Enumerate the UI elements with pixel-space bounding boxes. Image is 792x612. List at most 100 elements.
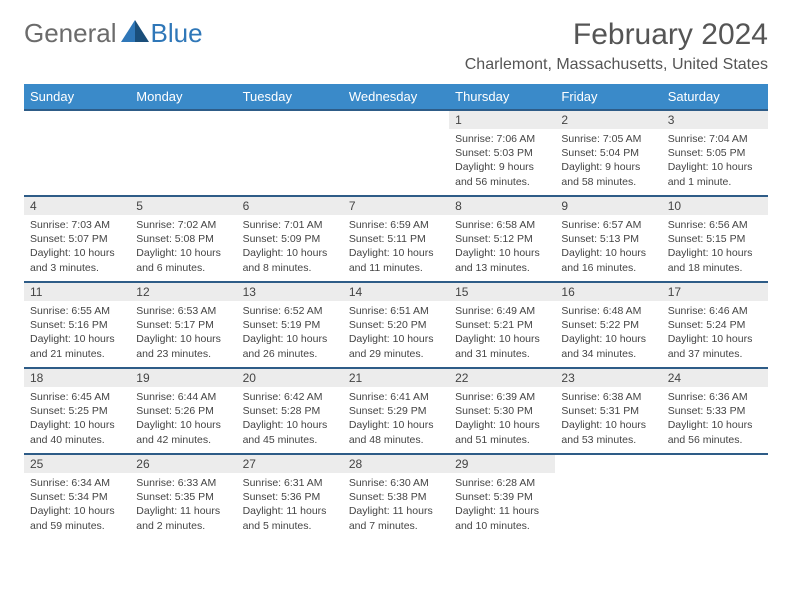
weekday-header-row: Sunday Monday Tuesday Wednesday Thursday…	[24, 84, 768, 110]
day-details: Sunrise: 6:58 AMSunset: 5:12 PMDaylight:…	[449, 215, 555, 278]
day-number: 21	[343, 369, 449, 387]
sunset-text: Sunset: 5:28 PM	[243, 404, 337, 418]
sunrise-text: Sunrise: 6:51 AM	[349, 304, 443, 318]
daylight-text: Daylight: 10 hours and 56 minutes.	[668, 418, 762, 446]
sunset-text: Sunset: 5:08 PM	[136, 232, 230, 246]
sunrise-text: Sunrise: 6:33 AM	[136, 476, 230, 490]
calendar-day-cell: 17Sunrise: 6:46 AMSunset: 5:24 PMDayligh…	[662, 282, 768, 368]
sunrise-text: Sunrise: 6:49 AM	[455, 304, 549, 318]
logo: General Blue	[24, 18, 203, 49]
sunrise-text: Sunrise: 6:44 AM	[136, 390, 230, 404]
calendar-day-cell	[662, 454, 768, 540]
day-details: Sunrise: 7:05 AMSunset: 5:04 PMDaylight:…	[555, 129, 661, 192]
day-details: Sunrise: 6:55 AMSunset: 5:16 PMDaylight:…	[24, 301, 130, 364]
weekday-header: Sunday	[24, 84, 130, 110]
calendar-day-cell: 27Sunrise: 6:31 AMSunset: 5:36 PMDayligh…	[237, 454, 343, 540]
day-details: Sunrise: 7:01 AMSunset: 5:09 PMDaylight:…	[237, 215, 343, 278]
day-details: Sunrise: 6:56 AMSunset: 5:15 PMDaylight:…	[662, 215, 768, 278]
calendar-day-cell: 26Sunrise: 6:33 AMSunset: 5:35 PMDayligh…	[130, 454, 236, 540]
sunrise-text: Sunrise: 6:41 AM	[349, 390, 443, 404]
day-details: Sunrise: 6:30 AMSunset: 5:38 PMDaylight:…	[343, 473, 449, 536]
day-details: Sunrise: 6:45 AMSunset: 5:25 PMDaylight:…	[24, 387, 130, 450]
day-details: Sunrise: 6:52 AMSunset: 5:19 PMDaylight:…	[237, 301, 343, 364]
sunrise-text: Sunrise: 6:45 AM	[30, 390, 124, 404]
sunset-text: Sunset: 5:05 PM	[668, 146, 762, 160]
day-number: 15	[449, 283, 555, 301]
day-details: Sunrise: 7:04 AMSunset: 5:05 PMDaylight:…	[662, 129, 768, 192]
daylight-text: Daylight: 10 hours and 48 minutes.	[349, 418, 443, 446]
weekday-header: Friday	[555, 84, 661, 110]
daylight-text: Daylight: 11 hours and 2 minutes.	[136, 504, 230, 532]
calendar-day-cell	[237, 110, 343, 196]
daylight-text: Daylight: 10 hours and 45 minutes.	[243, 418, 337, 446]
sunset-text: Sunset: 5:30 PM	[455, 404, 549, 418]
calendar-day-cell: 20Sunrise: 6:42 AMSunset: 5:28 PMDayligh…	[237, 368, 343, 454]
sunrise-text: Sunrise: 6:59 AM	[349, 218, 443, 232]
sunrise-text: Sunrise: 6:46 AM	[668, 304, 762, 318]
sunset-text: Sunset: 5:29 PM	[349, 404, 443, 418]
day-number: 12	[130, 283, 236, 301]
day-number: 3	[662, 111, 768, 129]
daylight-text: Daylight: 10 hours and 26 minutes.	[243, 332, 337, 360]
day-number: 17	[662, 283, 768, 301]
daylight-text: Daylight: 10 hours and 6 minutes.	[136, 246, 230, 274]
weekday-header: Tuesday	[237, 84, 343, 110]
day-details: Sunrise: 6:28 AMSunset: 5:39 PMDaylight:…	[449, 473, 555, 536]
daylight-text: Daylight: 10 hours and 1 minute.	[668, 160, 762, 188]
day-number: 7	[343, 197, 449, 215]
day-number: 11	[24, 283, 130, 301]
sunrise-text: Sunrise: 7:06 AM	[455, 132, 549, 146]
weekday-header: Wednesday	[343, 84, 449, 110]
sunset-text: Sunset: 5:11 PM	[349, 232, 443, 246]
weekday-header: Saturday	[662, 84, 768, 110]
day-number: 4	[24, 197, 130, 215]
sunset-text: Sunset: 5:22 PM	[561, 318, 655, 332]
day-number: 29	[449, 455, 555, 473]
calendar-week-row: 18Sunrise: 6:45 AMSunset: 5:25 PMDayligh…	[24, 368, 768, 454]
daylight-text: Daylight: 10 hours and 59 minutes.	[30, 504, 124, 532]
daylight-text: Daylight: 10 hours and 34 minutes.	[561, 332, 655, 360]
daylight-text: Daylight: 11 hours and 7 minutes.	[349, 504, 443, 532]
calendar-day-cell: 25Sunrise: 6:34 AMSunset: 5:34 PMDayligh…	[24, 454, 130, 540]
sunset-text: Sunset: 5:09 PM	[243, 232, 337, 246]
day-number: 16	[555, 283, 661, 301]
sunrise-text: Sunrise: 6:52 AM	[243, 304, 337, 318]
day-details: Sunrise: 6:36 AMSunset: 5:33 PMDaylight:…	[662, 387, 768, 450]
daylight-text: Daylight: 11 hours and 10 minutes.	[455, 504, 549, 532]
calendar-day-cell	[343, 110, 449, 196]
day-number: 27	[237, 455, 343, 473]
calendar-day-cell: 16Sunrise: 6:48 AMSunset: 5:22 PMDayligh…	[555, 282, 661, 368]
sunset-text: Sunset: 5:15 PM	[668, 232, 762, 246]
sunrise-text: Sunrise: 7:02 AM	[136, 218, 230, 232]
sunrise-text: Sunrise: 6:36 AM	[668, 390, 762, 404]
sunrise-text: Sunrise: 6:38 AM	[561, 390, 655, 404]
calendar-day-cell: 2Sunrise: 7:05 AMSunset: 5:04 PMDaylight…	[555, 110, 661, 196]
calendar-day-cell: 15Sunrise: 6:49 AMSunset: 5:21 PMDayligh…	[449, 282, 555, 368]
sunrise-text: Sunrise: 7:05 AM	[561, 132, 655, 146]
day-details: Sunrise: 6:41 AMSunset: 5:29 PMDaylight:…	[343, 387, 449, 450]
calendar-day-cell: 1Sunrise: 7:06 AMSunset: 5:03 PMDaylight…	[449, 110, 555, 196]
sunrise-text: Sunrise: 6:34 AM	[30, 476, 124, 490]
logo-text-blue: Blue	[151, 18, 203, 49]
month-title: February 2024	[465, 18, 768, 52]
sunrise-text: Sunrise: 6:28 AM	[455, 476, 549, 490]
calendar-day-cell: 12Sunrise: 6:53 AMSunset: 5:17 PMDayligh…	[130, 282, 236, 368]
day-number: 8	[449, 197, 555, 215]
day-details: Sunrise: 6:46 AMSunset: 5:24 PMDaylight:…	[662, 301, 768, 364]
calendar-day-cell: 7Sunrise: 6:59 AMSunset: 5:11 PMDaylight…	[343, 196, 449, 282]
sunset-text: Sunset: 5:21 PM	[455, 318, 549, 332]
calendar-day-cell: 23Sunrise: 6:38 AMSunset: 5:31 PMDayligh…	[555, 368, 661, 454]
sunrise-text: Sunrise: 6:39 AM	[455, 390, 549, 404]
sunset-text: Sunset: 5:19 PM	[243, 318, 337, 332]
daylight-text: Daylight: 10 hours and 42 minutes.	[136, 418, 230, 446]
sunset-text: Sunset: 5:31 PM	[561, 404, 655, 418]
calendar-day-cell: 8Sunrise: 6:58 AMSunset: 5:12 PMDaylight…	[449, 196, 555, 282]
sunrise-text: Sunrise: 6:58 AM	[455, 218, 549, 232]
calendar-day-cell: 6Sunrise: 7:01 AMSunset: 5:09 PMDaylight…	[237, 196, 343, 282]
day-number: 13	[237, 283, 343, 301]
sunrise-text: Sunrise: 6:42 AM	[243, 390, 337, 404]
day-details: Sunrise: 6:39 AMSunset: 5:30 PMDaylight:…	[449, 387, 555, 450]
daylight-text: Daylight: 9 hours and 58 minutes.	[561, 160, 655, 188]
location-label: Charlemont, Massachusetts, United States	[465, 56, 768, 74]
daylight-text: Daylight: 10 hours and 3 minutes.	[30, 246, 124, 274]
